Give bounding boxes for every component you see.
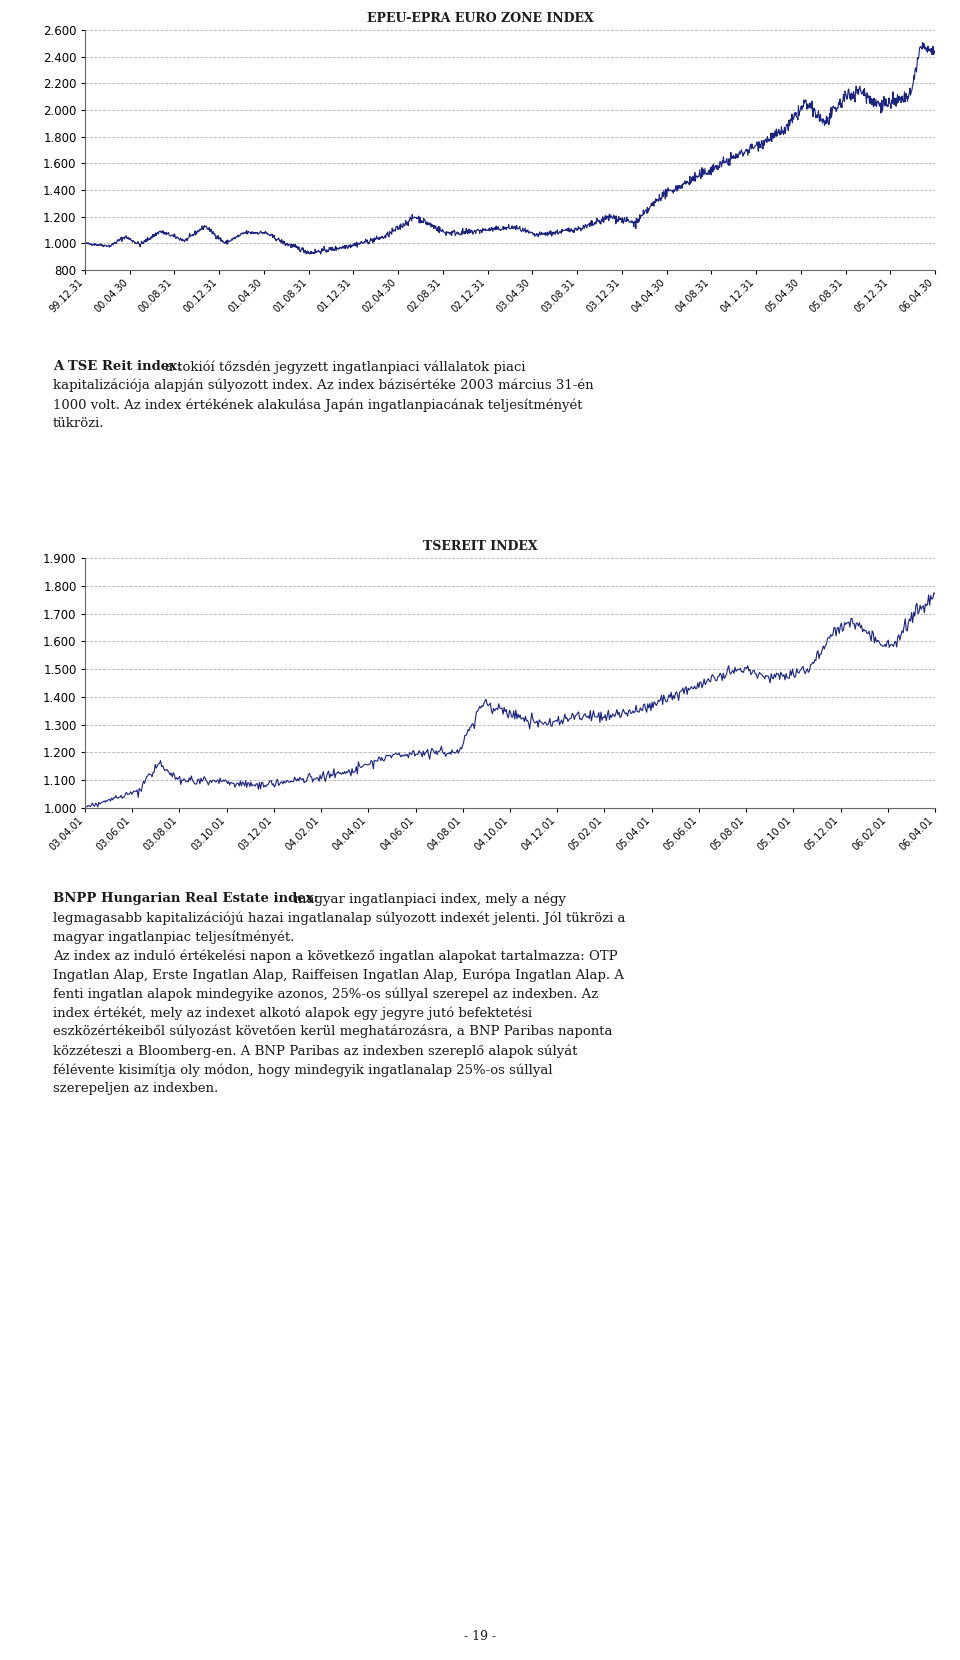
Text: Ingatlan Alap, Erste Ingatlan Alap, Raiffeisen Ingatlan Alap, Európa Ingatlan Al: Ingatlan Alap, Erste Ingatlan Alap, Raif… [53, 968, 624, 981]
Text: tükrözi.: tükrözi. [53, 417, 105, 430]
Text: BNPP Hungarian Real Estate index:: BNPP Hungarian Real Estate index: [53, 891, 323, 905]
Text: szerepeljen az indexben.: szerepeljen az indexben. [53, 1082, 218, 1096]
Text: közzéteszi a Bloomberg-en. A BNP Paribas az indexben szereplő alapok súlyát: közzéteszi a Bloomberg-en. A BNP Paribas… [53, 1044, 577, 1057]
Text: fenti ingatlan alapok mindegyike azonos, 25%-os súllyal szerepel az indexben. Az: fenti ingatlan alapok mindegyike azonos,… [53, 988, 598, 1001]
Text: magyar ingatlanpiaci index, mely a négy: magyar ingatlanpiaci index, mely a négy [294, 891, 565, 905]
Text: magyar ingatlanpiac teljesítményét.: magyar ingatlanpiac teljesítményét. [53, 930, 294, 943]
Text: kapitalizációja alapján súlyozott index. Az index bázisértéke 2003 március 31-én: kapitalizációja alapján súlyozott index.… [53, 378, 593, 392]
Text: - 19 -: - 19 - [464, 1630, 496, 1643]
Text: EPEU-EPRA EURO ZONE INDEX: EPEU-EPRA EURO ZONE INDEX [367, 12, 593, 25]
Text: TSEREIT INDEX: TSEREIT INDEX [422, 540, 538, 553]
Text: eszközértékeiből súlyozást követően kerül meghatározásra, a BNP Paribas naponta: eszközértékeiből súlyozást követően kerü… [53, 1024, 612, 1039]
Text: index értékét, mely az indexet alkotó alapok egy jegyre jutó befektetési: index értékét, mely az indexet alkotó al… [53, 1006, 532, 1019]
Text: félévente kisimítja oly módon, hogy mindegyik ingatlanalap 25%-os súllyal: félévente kisimítja oly módon, hogy mind… [53, 1062, 552, 1076]
Text: 1000 volt. Az index értékének alakulása Japán ingatlanpiacának teljesítményét: 1000 volt. Az index értékének alakulása … [53, 398, 583, 412]
Text: legmagasabb kapitalizációjú hazai ingatlanalap súlyozott indexét jelenti. Jól tü: legmagasabb kapitalizációjú hazai ingatl… [53, 911, 625, 925]
Text: Az index az induló értékelési napon a következő ingatlan alapokat tartalmazza: O: Az index az induló értékelési napon a kö… [53, 950, 617, 963]
Text: A TSE Reit index:: A TSE Reit index: [53, 360, 186, 374]
Text: a tokióí tőzsdén jegyzett ingatlanpiaci vállalatok piaci: a tokióí tőzsdén jegyzett ingatlanpiaci … [165, 360, 525, 374]
